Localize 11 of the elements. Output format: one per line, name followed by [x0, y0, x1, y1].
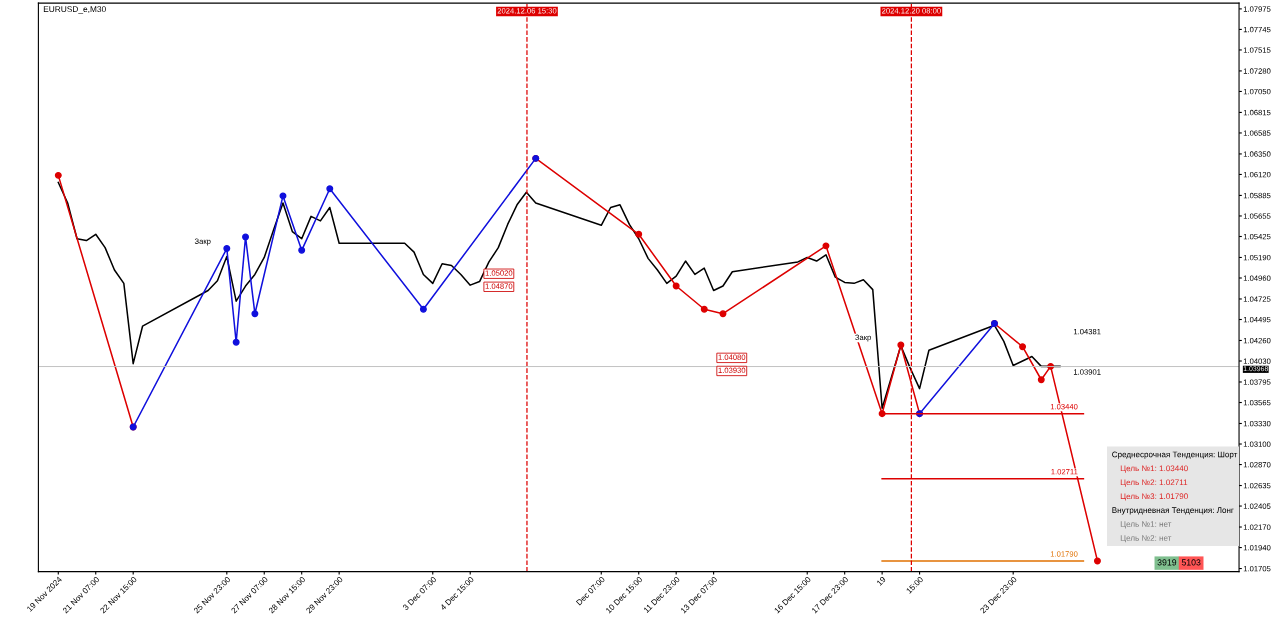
- annotation: Цель №3: 1.01790: [1120, 493, 1188, 501]
- annotation: Цель №1: 1.03440: [1120, 465, 1188, 473]
- annotation: Среднесрочная Тенденция: Шорт: [1112, 451, 1238, 459]
- annotation: 3919: [1157, 559, 1177, 566]
- annotation: Внутридневная Тенденция: Лонг: [1112, 507, 1234, 515]
- annotation: Цель №2: 1.02711: [1120, 479, 1188, 487]
- annotation: Цель №2: нет: [1120, 535, 1172, 543]
- chart-title: EURUSD_e,M30: [43, 6, 106, 14]
- annotation: Цель №1: нет: [1120, 521, 1172, 529]
- x-tick-label: 19: [876, 576, 887, 586]
- annotation: 5103: [1181, 559, 1201, 566]
